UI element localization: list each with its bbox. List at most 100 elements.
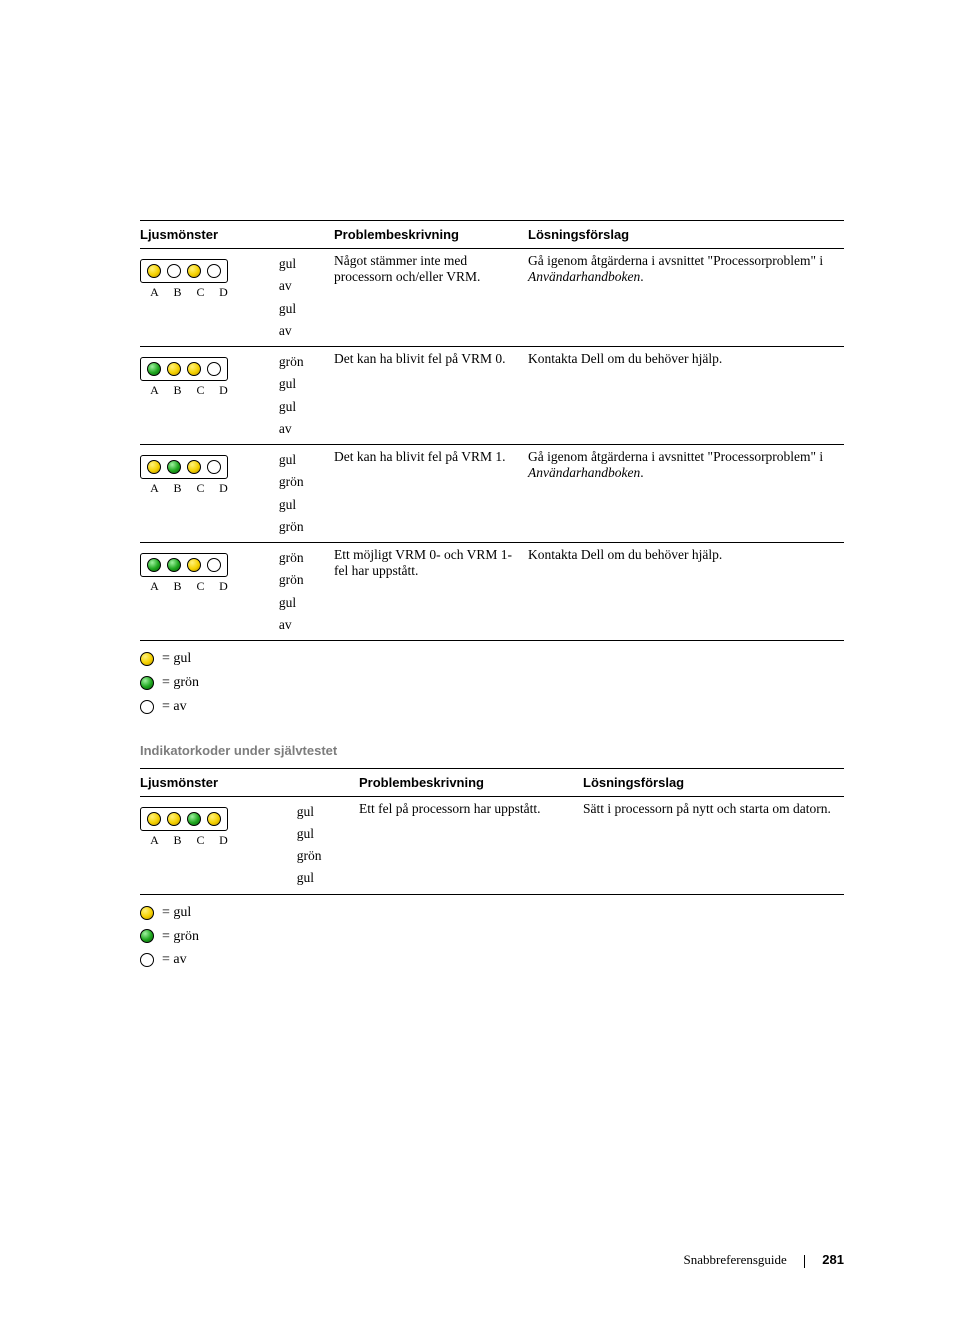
led-labels: ABCD — [140, 383, 273, 398]
solution-cell: Gå igenom åtgärderna i avsnittet "Proces… — [528, 249, 844, 347]
led-color-words: gröngulgulav — [279, 351, 328, 440]
legend-row-yellow: = gul — [140, 901, 844, 925]
legend-row-off: = av — [140, 948, 844, 972]
table-row: ABCDgulgulgröngulEtt fel på processorn h… — [140, 796, 844, 894]
table-header-row: Ljusmönster Problembeskrivning Lösningsf… — [140, 221, 844, 249]
green-led-icon — [167, 460, 181, 474]
words-cell: gröngulgulav — [279, 347, 334, 445]
legend-row-off: = av — [140, 695, 844, 719]
table-header-row: Ljusmönster Problembeskrivning Lösningsf… — [140, 768, 844, 796]
led-label: D — [215, 579, 232, 594]
led-color-words: gulgulgröngul — [297, 801, 353, 890]
page-number: 281 — [822, 1252, 844, 1267]
solution-cell: Sätt i processorn på nytt och starta om … — [583, 796, 844, 894]
led-label: C — [192, 481, 209, 496]
green-led-icon — [147, 558, 161, 572]
led-labels: ABCD — [140, 285, 273, 300]
yellow-led-icon — [207, 812, 221, 826]
legend-label: = av — [162, 948, 187, 972]
problem-cell: Det kan ha blivit fel på VRM 1. — [334, 445, 528, 543]
table-row: ABCD gulavgulavNågot stämmer inte med pro… — [140, 249, 844, 347]
color-word: av — [279, 418, 328, 440]
solution-cell: Kontakta Dell om du behöver hjälp. — [528, 347, 844, 445]
color-word: grön — [279, 547, 328, 569]
led-label: A — [146, 833, 163, 848]
legend-2: = gul = grön = av — [140, 901, 844, 972]
table-row: ABCDgröngröngulavEtt möjligt VRM 0- och … — [140, 543, 844, 641]
color-word: gul — [279, 449, 328, 471]
led-color-words: gulavgulav — [279, 253, 328, 342]
legend-label: = grön — [162, 671, 199, 695]
color-word: gul — [279, 592, 328, 614]
led-box — [140, 357, 228, 381]
color-word: grön — [279, 471, 328, 493]
color-word: grön — [279, 516, 328, 538]
off-led-icon — [140, 700, 154, 714]
header-pattern: Ljusmönster — [140, 221, 334, 249]
legend-label: = av — [162, 695, 187, 719]
color-word: grön — [279, 569, 328, 591]
legend-row-green: = grön — [140, 671, 844, 695]
green-led-icon — [187, 812, 201, 826]
led-color-words: gröngröngulav — [279, 547, 328, 636]
led-label: B — [169, 579, 186, 594]
off-led-icon — [207, 264, 221, 278]
led-labels: ABCD — [140, 579, 273, 594]
yellow-led-icon — [167, 362, 181, 376]
pattern-cell: ABCD — [140, 796, 297, 894]
problem-cell: Det kan ha blivit fel på VRM 0. — [334, 347, 528, 445]
led-labels: ABCD — [140, 481, 273, 496]
led-label: A — [146, 285, 163, 300]
header-problem: Problembeskrivning — [334, 221, 528, 249]
header-pattern: Ljusmönster — [140, 768, 359, 796]
off-led-icon — [167, 264, 181, 278]
solution-cell: Kontakta Dell om du behöver hjälp. — [528, 543, 844, 641]
legend-row-yellow: = gul — [140, 647, 844, 671]
words-cell: gröngröngulav — [279, 543, 334, 641]
yellow-led-icon — [147, 460, 161, 474]
yellow-led-icon — [187, 362, 201, 376]
off-led-icon — [207, 362, 221, 376]
legend-label: = grön — [162, 925, 199, 949]
light-pattern-table-1: Ljusmönster Problembeskrivning Lösningsf… — [140, 220, 844, 641]
color-word: av — [279, 320, 328, 342]
pattern-cell: ABCD — [140, 543, 279, 641]
green-led-icon — [147, 362, 161, 376]
color-word: grön — [279, 351, 328, 373]
table-row: ABCDgulgröngulgrönDet kan ha blivit fel … — [140, 445, 844, 543]
words-cell: gulavgulav — [279, 249, 334, 347]
led-label: C — [192, 833, 209, 848]
color-word: gul — [279, 298, 328, 320]
led-label: B — [169, 383, 186, 398]
led-box — [140, 259, 228, 283]
light-pattern-table-2: Ljusmönster Problembeskrivning Lösningsf… — [140, 768, 844, 895]
table-row: ABCDgröngulgulavDet kan ha blivit fel på… — [140, 347, 844, 445]
off-led-icon — [140, 953, 154, 967]
led-label: D — [215, 383, 232, 398]
led-labels: ABCD — [140, 833, 291, 848]
footer-separator — [804, 1255, 805, 1268]
off-led-icon — [207, 558, 221, 572]
yellow-led-icon — [187, 264, 201, 278]
led-box — [140, 553, 228, 577]
manual-reference: Användarhandboken — [528, 269, 640, 284]
color-word: av — [279, 275, 328, 297]
green-led-icon — [140, 676, 154, 690]
led-label: B — [169, 481, 186, 496]
led-label: D — [215, 481, 232, 496]
led-label: B — [169, 285, 186, 300]
color-word: gul — [279, 373, 328, 395]
led-label: A — [146, 481, 163, 496]
led-label: D — [215, 285, 232, 300]
words-cell: gulgulgröngul — [297, 796, 359, 894]
pattern-cell: ABCD — [140, 249, 279, 347]
yellow-led-icon — [187, 558, 201, 572]
solution-cell: Gå igenom åtgärderna i avsnittet "Proces… — [528, 445, 844, 543]
led-label: C — [192, 579, 209, 594]
problem-cell: Något stämmer inte med processorn och/el… — [334, 249, 528, 347]
page-footer: Snabbreferensguide 281 — [140, 1252, 844, 1268]
color-word: av — [279, 614, 328, 636]
led-box — [140, 807, 228, 831]
header-problem: Problembeskrivning — [359, 768, 583, 796]
footer-title: Snabbreferensguide — [684, 1252, 787, 1267]
